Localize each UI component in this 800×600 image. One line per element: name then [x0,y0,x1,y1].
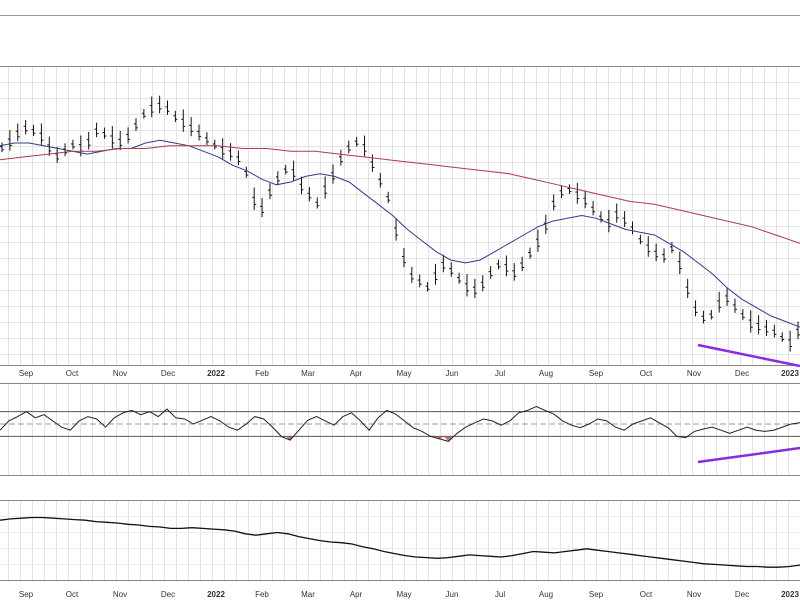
x-axis-label: Oct [640,369,653,378]
x-axis-label: 2022 [207,369,225,378]
x-axis-label: 2023 [781,369,799,378]
x-axis-label: Feb [255,369,269,378]
x-axis-price: Sep Oct Nov Dec 2022 Feb Mar Apr May Jun Jul Aug Sep… [19,369,800,378]
oscillator-line [0,406,800,442]
x-axis-label: Apr [350,590,363,599]
x-axis-label: Dec [161,590,175,599]
x-axis-label: Mar [301,590,315,599]
ma-line-blue [0,139,800,328]
x-axis-label: Feb [255,590,269,599]
x-axis-label: 2023 [781,590,799,599]
x-axis-label: Oct [640,590,653,599]
x-axis-label: Oct [66,590,79,599]
x-axis-label: Jul [495,590,505,599]
x-axis-label: Jul [495,369,505,378]
x-axis-label: Dec [161,369,175,378]
x-axis-label: Aug [539,369,553,378]
x-axis-label: May [396,590,411,599]
lower-indicator-line [0,516,800,568]
x-axis-label: Sep [589,590,604,599]
x-axis-label: Sep [19,590,34,599]
x-axis-label: Dec [735,590,749,599]
ma-line-red [0,145,800,244]
x-axis-label: Mar [301,369,315,378]
x-axis-label: Nov [113,590,127,599]
x-axis-label: Nov [687,369,701,378]
price-bars [0,95,800,352]
x-axis-label: Aug [539,590,553,599]
x-axis-label: Apr [350,369,363,378]
x-axis-label: Jun [446,369,459,378]
divergence-line-oscillator [697,446,800,464]
x-axis-lower: Sep Oct Nov Dec 2022 Feb Mar Apr May Jun Jul Aug Sep… [19,590,800,599]
x-axis-label: Sep [19,369,34,378]
x-axis-label: Oct [66,369,79,378]
x-axis-label: Sep [589,369,604,378]
x-axis-label: Jun [446,590,459,599]
divergence-line-price [697,343,800,368]
x-axis-label: Nov [113,369,127,378]
x-axis-label: Nov [687,590,701,599]
x-axis-label: May [396,369,411,378]
x-axis-label: Dec [735,369,749,378]
x-axis-label: 2022 [207,590,225,599]
